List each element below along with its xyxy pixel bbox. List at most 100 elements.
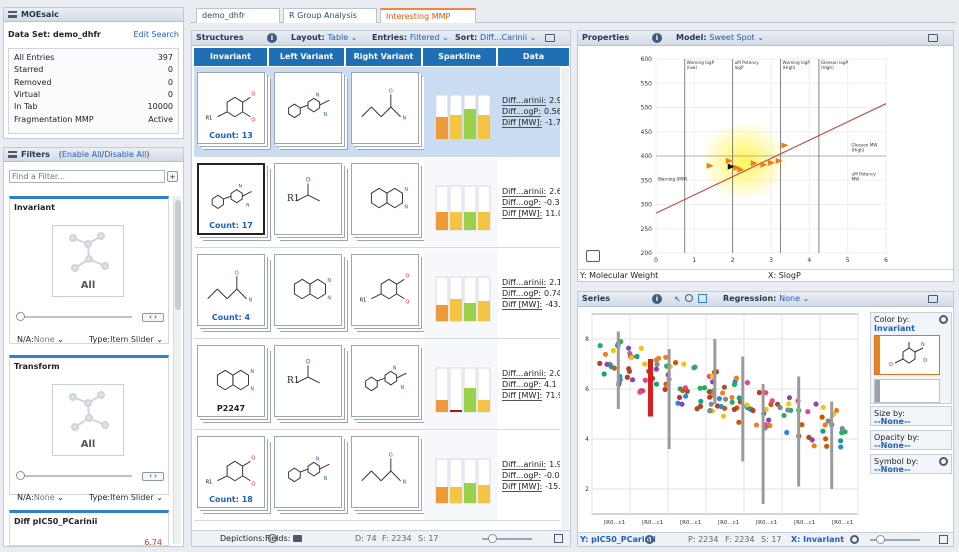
enable-all-link[interactable]: Enable All [61,150,102,159]
transform-molecule-box[interactable]: All [52,384,124,456]
table-row[interactable]: N N P2247 O R1 N N Diff...arinii: 2.0 Diff...ogP:… [194,340,560,430]
edit-search-link[interactable]: Edit Search [133,30,179,39]
color-by-box[interactable]: Color by: Invariant N O O [870,312,952,404]
invariant-molecule-box[interactable]: All [52,225,124,297]
invariant-structure[interactable]: N O Count: 4 [197,254,265,326]
model-control[interactable]: Model: Sweet Spot ⌄ [676,33,764,42]
gear-icon[interactable] [939,315,948,324]
gear-icon[interactable] [939,457,948,466]
info-icon[interactable]: i [267,33,277,43]
series-y-select[interactable]: Y: pIC50_PCarinii [580,535,656,544]
x-axis-label: X: SlogP [768,271,801,280]
properties-chart[interactable]: 0 1 2 3 4 5 6 200 250 300 350 400 450 500 550 600 Warnin… [578,47,953,270]
transform-slider-track[interactable] [20,475,132,477]
table-icon[interactable] [586,250,600,262]
invariant-structure[interactable]: N N P2247 [197,345,265,417]
add-filter-button[interactable]: + [167,171,178,182]
left-variant-structure[interactable]: O R1 [274,163,342,235]
right-variant-structure[interactable]: R1 O O [351,254,419,326]
invariant-type-select[interactable]: Item Slider [110,335,154,344]
expand-icon[interactable] [939,535,948,544]
tab-interesting-mmp[interactable]: Interesting MMP [380,8,476,23]
invariant-na-select[interactable]: None [33,335,55,344]
gear-icon[interactable] [850,535,859,544]
zoom-slider-handle[interactable] [876,535,885,544]
expand-icon[interactable] [554,534,563,543]
opacity-by-box[interactable]: Opacity by: --None-- [870,430,952,450]
size-by-box[interactable]: Size by: --None-- [870,406,952,426]
table-row[interactable]: N O Count: 4 N N R1 O O Diff...arinii: 2.1 Diff...… [194,249,560,339]
camera-icon[interactable] [928,34,938,42]
stat-value: 0 [167,89,173,99]
color-by-value[interactable]: Invariant [874,324,915,333]
info-icon[interactable]: i [652,33,662,43]
tab-r-group-analysis[interactable]: R Group Analysis [283,8,377,23]
entries-select[interactable]: Filtered [409,33,440,42]
column-header-right-variant[interactable]: Right Variant [346,48,422,66]
gear-icon[interactable] [645,535,654,544]
structures-scrollbar[interactable] [561,67,569,529]
menu-icon[interactable] [8,151,17,158]
camera-icon[interactable] [545,34,555,42]
find-filter-input[interactable] [9,170,165,183]
regression-control[interactable]: Regression: None ⌄ [723,294,810,303]
transform-slider-stepper[interactable]: ‹ › [142,472,164,481]
disable-all-link[interactable]: Disable All [104,150,147,159]
menu-icon[interactable] [8,11,17,18]
filters-scrollbar[interactable] [173,196,181,544]
invariant-slider-stepper[interactable]: ‹ › [142,313,164,322]
sort-control[interactable]: Sort: Diff...Carinii ⌄ [455,33,537,42]
invariant-structure[interactable]: R1 O O Count: 13 [197,72,265,144]
series-chart[interactable]: 2 4 6 8 [R0...c1 [R0...c1 [R0...c1 [R0...c1 [R0.… [578,308,868,530]
fit-icon[interactable] [698,294,707,303]
info-icon[interactable]: i [652,294,662,304]
zoom-slider[interactable] [870,539,920,541]
series-x-select[interactable]: X: Invariant [791,535,845,544]
column-header-data[interactable]: Data [498,48,570,66]
camera-icon[interactable] [928,295,938,303]
symbol-by-value[interactable]: --None-- [874,465,911,474]
sparkline-bar [478,212,490,230]
left-variant-structure[interactable]: O R1 [274,345,342,417]
x-tick-label: 4 [807,257,811,264]
transform-slider-handle[interactable] [16,471,25,480]
zoom-icon[interactable] [685,294,693,302]
zoom-slider-handle[interactable] [488,534,497,543]
zoom-slider[interactable] [482,538,532,540]
entries-control[interactable]: Entries: Filtered ⌄ [372,33,449,42]
transform-na-select[interactable]: None [33,493,55,502]
stat-value: 397 [157,53,173,62]
layout-control[interactable]: Layout: Table ⌄ [291,33,358,42]
depictions-icon[interactable] [268,534,277,543]
invariant-slider-track[interactable] [20,316,132,318]
opacity-by-value[interactable]: --None-- [874,441,911,450]
tab-demo-dhfr[interactable]: demo_dhfr [196,8,280,23]
transform-type-select[interactable]: Item Slider [110,493,154,502]
legend-item[interactable] [874,379,940,403]
legend-item-active[interactable]: N O O [874,335,940,375]
regression-select[interactable]: None [779,294,801,303]
size-by-value[interactable]: --None-- [874,417,911,426]
model-select[interactable]: Sweet Spot [709,33,755,42]
invariant-structure[interactable]: N N Count: 17 [197,163,265,235]
sort-select[interactable]: Diff...Carinii [480,33,528,42]
column-header-sparkline[interactable]: Sparkline [423,48,497,66]
fields-icon[interactable] [293,535,302,542]
invariant-structure[interactable]: R1 O O Count: 18 [197,436,265,508]
column-header-left-variant[interactable]: Left Variant [269,48,345,66]
column-header-invariant[interactable]: Invariant [194,48,268,66]
symbol-by-box[interactable]: Symbol by: --None-- [870,454,952,474]
layout-select[interactable]: Table [327,33,349,42]
invariant-slider-handle[interactable] [16,312,25,321]
pointer-icon[interactable]: ↖ [674,295,681,304]
